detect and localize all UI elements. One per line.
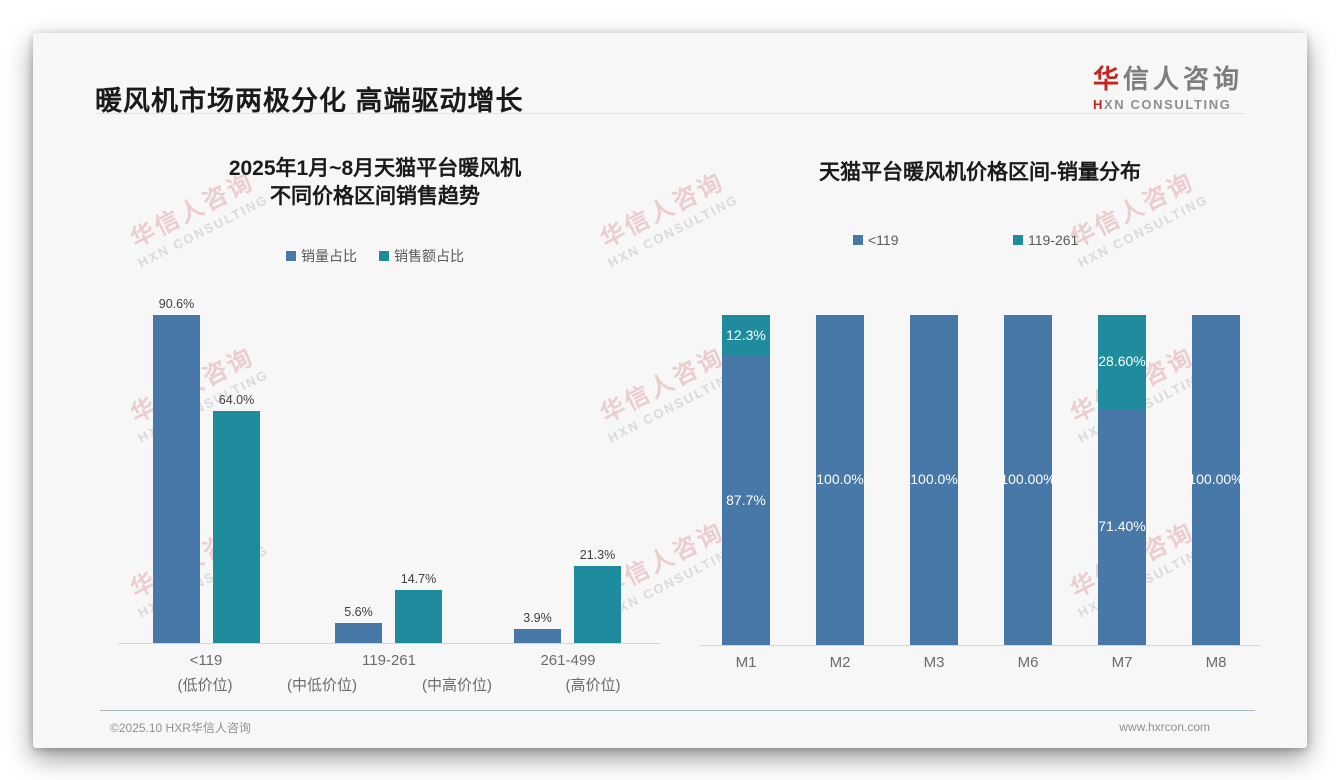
segment-value-label: 100.0% xyxy=(910,471,958,487)
bar-value-label: 64.0% xyxy=(218,393,255,407)
x-axis-left xyxy=(118,643,660,644)
bar-销售额占比-<119 xyxy=(213,411,260,643)
bar-value-label: 90.6% xyxy=(158,297,195,311)
x-axis-label: M6 xyxy=(1017,654,1039,671)
bar-value-label: 5.6% xyxy=(344,605,373,619)
bar-value-label: 3.9% xyxy=(523,611,552,625)
x-axis-label: M3 xyxy=(923,654,945,671)
x-axis-label: 119-261 xyxy=(362,652,416,669)
segment-value-label: 100.00% xyxy=(1000,471,1056,487)
legend-left: 销量占比 销售额占比 xyxy=(125,246,625,266)
legend-label: <119 xyxy=(868,232,899,248)
bar-M7-119-261 xyxy=(1098,315,1146,409)
x-axis-sublabel: (低价位) xyxy=(177,677,233,694)
segment-value-label: 100.0% xyxy=(816,471,864,487)
legend-label: 销售额占比 xyxy=(394,248,464,264)
bar-销售额占比-119-261 xyxy=(395,590,442,643)
segment-value-label: 71.40% xyxy=(1098,518,1146,534)
bar-M6-<119 xyxy=(1004,315,1052,645)
bar-value-label: 21.3% xyxy=(579,548,616,562)
bar-value-label: 14.7% xyxy=(400,572,437,586)
legend-label: 119-261 xyxy=(1028,232,1079,248)
legend-item-volume-share: 销量占比 xyxy=(286,246,357,266)
bar-M7-<119 xyxy=(1098,409,1146,645)
header-divider xyxy=(95,113,1245,114)
segment-value-label: 28.60% xyxy=(1098,353,1146,369)
x-axis-sublabel: (中高价位) xyxy=(422,677,492,694)
legend-swatch-teal xyxy=(379,251,389,261)
x-axis-label: 261-499 xyxy=(540,652,596,669)
chart-title-left-line2: 不同价格区间销售趋势 xyxy=(270,185,480,208)
copyright-text: ©2025.10 HXR华信人咨询 xyxy=(110,721,251,735)
legend-item-revenue-share: 销售额占比 xyxy=(379,246,464,266)
x-axis-label: M8 xyxy=(1205,654,1227,671)
bar-M3-<119 xyxy=(910,315,958,645)
segment-value-label: 87.7% xyxy=(726,491,766,508)
bar-销量占比-<119 xyxy=(153,315,200,643)
bar-销售额占比-261-499 xyxy=(574,566,621,643)
x-axis-label: M7 xyxy=(1111,654,1133,671)
x-axis-label: M2 xyxy=(829,654,851,671)
segment-value-label: 12.3% xyxy=(726,326,766,343)
logo-chinese: 华信人咨询 xyxy=(1093,59,1243,96)
chart-title-right: 天猫平台暖风机价格区间-销量分布 xyxy=(819,161,1141,184)
x-axis-sublabel: (中低价位) xyxy=(287,677,357,694)
logo-english: HXN CONSULTING xyxy=(1093,97,1243,112)
legend-swatch-blue xyxy=(286,251,296,261)
legend-item-under-119: <119 xyxy=(853,232,899,248)
bar-M1-<119 xyxy=(722,356,770,645)
logo-accent-letter: H xyxy=(1092,97,1104,112)
website-url: www.hxrcon.com xyxy=(1119,720,1210,734)
segment-value-label: 100.00% xyxy=(1188,471,1244,487)
bar-M1-119-261 xyxy=(722,315,770,356)
logo-cn-rest: 信人咨询 xyxy=(1122,64,1243,94)
x-axis-sublabel: (高价位) xyxy=(565,677,621,694)
bar-销量占比-261-499 xyxy=(514,629,561,643)
bar-M2-<119 xyxy=(816,315,864,645)
x-axis-label: M1 xyxy=(735,654,757,671)
legend-swatch-blue xyxy=(853,235,863,245)
chart-title-left-line1: 2025年1月~8月天猫平台暖风机 xyxy=(228,157,522,180)
bar-M8-<119 xyxy=(1192,315,1240,645)
logo-accent-char: 华 xyxy=(1092,64,1123,94)
x-axis-label: <119 xyxy=(189,652,223,669)
legend-label: 销量占比 xyxy=(301,248,357,264)
x-axis-right xyxy=(700,645,1260,646)
legend-swatch-teal xyxy=(1013,235,1023,245)
footer-divider xyxy=(100,710,1255,711)
logo-en-rest: XN CONSULTING xyxy=(1103,97,1232,112)
legend-item-119-261: 119-261 xyxy=(1013,232,1078,248)
page-title: 暖风机市场两极分化 高端驱动增长 xyxy=(95,86,524,116)
chart-title-left: 2025年1月~8月天猫平台暖风机 不同价格区间销售趋势 xyxy=(125,155,625,211)
company-logo: 华信人咨询 HXN CONSULTING xyxy=(1093,59,1243,112)
bar-销量占比-119-261 xyxy=(335,623,382,643)
